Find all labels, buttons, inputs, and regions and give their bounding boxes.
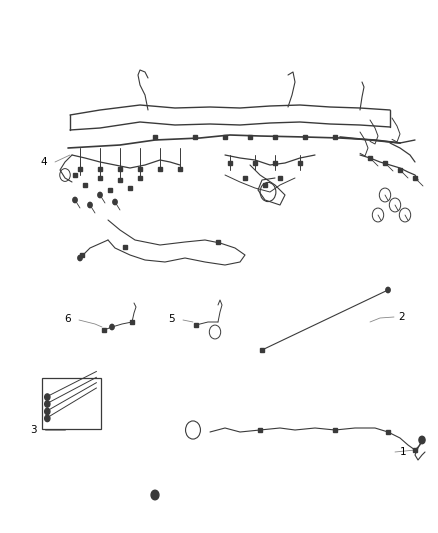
Bar (253, 161, 257, 165)
Bar (98, 176, 102, 180)
Bar (278, 176, 282, 180)
Bar (118, 167, 122, 172)
Circle shape (45, 408, 50, 415)
Bar (73, 173, 77, 177)
Circle shape (98, 192, 102, 198)
Bar (108, 188, 112, 192)
Bar (413, 176, 417, 180)
Bar (78, 167, 82, 172)
Text: 2: 2 (398, 312, 405, 322)
Bar (102, 328, 106, 332)
Bar (303, 135, 307, 140)
Bar (386, 430, 390, 434)
Bar (368, 156, 372, 160)
Bar (83, 183, 87, 187)
Bar (273, 135, 277, 140)
Text: 4: 4 (40, 157, 46, 167)
Bar (261, 348, 264, 352)
Circle shape (73, 197, 77, 203)
Bar (118, 178, 122, 182)
Bar (80, 253, 84, 257)
Bar (228, 161, 232, 165)
Bar (273, 161, 277, 165)
Bar (98, 167, 102, 172)
Circle shape (78, 255, 82, 261)
Circle shape (386, 287, 390, 293)
Text: 6: 6 (64, 314, 71, 324)
Bar (258, 428, 262, 432)
Circle shape (419, 437, 425, 444)
Bar (398, 168, 402, 172)
Bar (131, 320, 134, 324)
Bar (263, 183, 267, 187)
Circle shape (45, 415, 50, 422)
Bar (42, 378, 101, 429)
Bar (158, 167, 162, 172)
Bar (413, 448, 417, 452)
Bar (153, 135, 157, 140)
Bar (194, 323, 198, 327)
Bar (216, 240, 220, 244)
Bar (223, 135, 227, 140)
Bar (138, 176, 142, 180)
Bar (248, 135, 252, 140)
Bar (333, 135, 337, 140)
Bar (383, 161, 387, 165)
Circle shape (113, 199, 117, 205)
Circle shape (45, 401, 50, 407)
Bar (243, 176, 247, 180)
Bar (138, 167, 142, 172)
Bar (193, 135, 197, 140)
Text: 1: 1 (400, 447, 406, 457)
Bar (178, 167, 182, 172)
Circle shape (45, 394, 50, 400)
Bar (298, 161, 302, 165)
Circle shape (151, 490, 159, 500)
Text: 5: 5 (168, 314, 175, 324)
Bar (128, 186, 132, 190)
Bar (123, 245, 127, 249)
Circle shape (88, 203, 92, 208)
Text: 3: 3 (30, 425, 37, 435)
Bar (333, 428, 337, 432)
Circle shape (110, 325, 114, 330)
